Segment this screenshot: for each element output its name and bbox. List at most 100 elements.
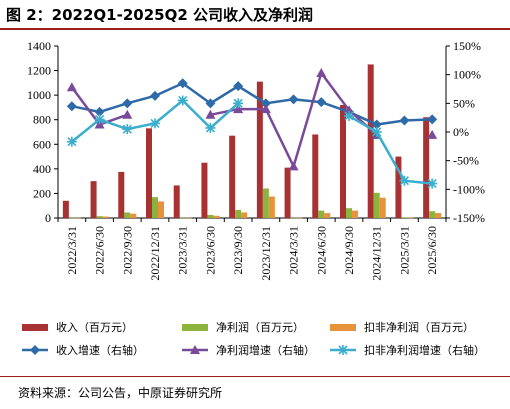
source-rule [0,376,510,377]
right-tick-label: 100% [453,68,481,82]
title-rule [0,28,510,30]
point-2 [66,82,77,92]
point-1 [205,98,216,109]
bar-1 [367,64,374,218]
point-3 [427,178,438,189]
legend-swatch [182,324,208,331]
bar-1 [340,104,346,218]
point-1 [94,106,105,117]
bar-2 [235,210,242,218]
figure-title: 图 2：2022Q1-2025Q2 公司收入及净利润 [6,6,313,24]
point-1 [427,114,438,125]
bar-1 [312,134,319,218]
x-tick-label: 2022/9/30 [120,226,134,275]
chart-axes: 0 200 400 600 800 1000 1200 1400 -150% -100% -50% 0… [27,39,485,225]
right-tick-label: 0% [453,125,469,139]
left-tick-label: 1200 [27,64,51,78]
x-tick-label: 2022/12/31 [148,226,162,281]
x-tick-label: 2024/3/31 [287,226,301,275]
point-3 [371,127,382,137]
bar-3 [324,213,331,218]
bar-3 [102,216,109,218]
point-1 [150,90,160,101]
legend-swatch [22,324,48,331]
left-tick-label: 0 [45,211,51,225]
line-1 [71,81,433,126]
chart-lines [66,67,438,189]
point-1 [233,81,244,92]
x-tick-label: 2022/6/30 [93,226,107,275]
left-tick-label: 200 [33,186,51,200]
point-3 [122,124,133,135]
bar-2 [68,217,75,219]
bar-2 [207,214,214,218]
legend-swatch [330,324,356,331]
bar-2 [290,217,297,219]
point-2 [233,104,244,114]
left-tick-label: 1400 [27,39,51,53]
x-tick-label: 2024/12/31 [370,226,384,281]
x-tick-label: 2024/9/30 [342,226,356,275]
bar-1 [395,156,402,218]
x-tick-label: 2025/3/31 [397,226,411,275]
legend-marker [30,345,40,355]
point-2 [288,161,299,171]
bar-3 [213,215,220,218]
right-tick-label: -50% [453,154,479,168]
source-note: 资料来源：公司公告，中原证券研究所 [18,386,223,400]
x-tick-label: 2023/9/30 [231,226,245,275]
bar-1 [229,135,236,218]
bar-2 [346,208,352,218]
bar-3 [158,201,164,218]
bar-3 [74,217,81,219]
point-2 [316,67,327,77]
point-1 [316,97,327,108]
bar-2 [179,217,186,219]
x-tick-label: 2023/3/31 [176,226,190,275]
bar-1 [423,117,430,218]
right-tick-label: 150% [453,39,481,53]
bar-2 [401,217,408,218]
left-tick-label: 600 [33,137,51,151]
bar-1 [90,181,97,218]
bar-1 [62,200,69,218]
bar-1 [118,171,125,218]
legend-label: 扣非净利润（百万元） [364,320,474,334]
x-tick-label: 2024/6/30 [314,226,328,275]
point-2 [260,104,271,114]
point-3 [66,136,77,147]
bar-3 [435,213,442,218]
bar-2 [152,197,158,218]
bar-2 [318,210,325,218]
point-1 [371,119,382,130]
point-3 [94,114,105,125]
bar-3 [241,212,248,218]
x-tick-label: 2023/6/30 [203,226,217,275]
bar-1 [284,167,291,218]
left-tick-label: 800 [33,113,51,127]
point-3 [399,175,410,186]
x-tick-label: 2023/12/31 [259,226,273,281]
bar-3 [352,210,358,218]
point-1 [122,98,133,109]
legend-label: 扣非净利润增速（右轴） [364,343,485,357]
chart-bars [62,64,442,219]
legend-label: 收入（百万元） [56,320,133,334]
legend-marker [338,345,348,355]
point-2 [205,109,216,119]
bar-1 [256,81,263,218]
bar-3 [407,217,414,219]
bar-1 [173,185,180,218]
bar-3 [379,197,386,218]
legend-label: 净利润增速（右轴） [216,343,315,357]
point-1 [288,94,299,105]
point-3 [205,122,216,133]
bar-1 [146,128,152,218]
bar-2 [373,192,380,218]
right-tick-label: -100% [453,182,485,196]
point-1 [66,101,77,112]
point-3 [150,118,160,129]
bar-2 [429,211,436,218]
point-1 [260,98,271,109]
bar-3 [185,217,192,219]
